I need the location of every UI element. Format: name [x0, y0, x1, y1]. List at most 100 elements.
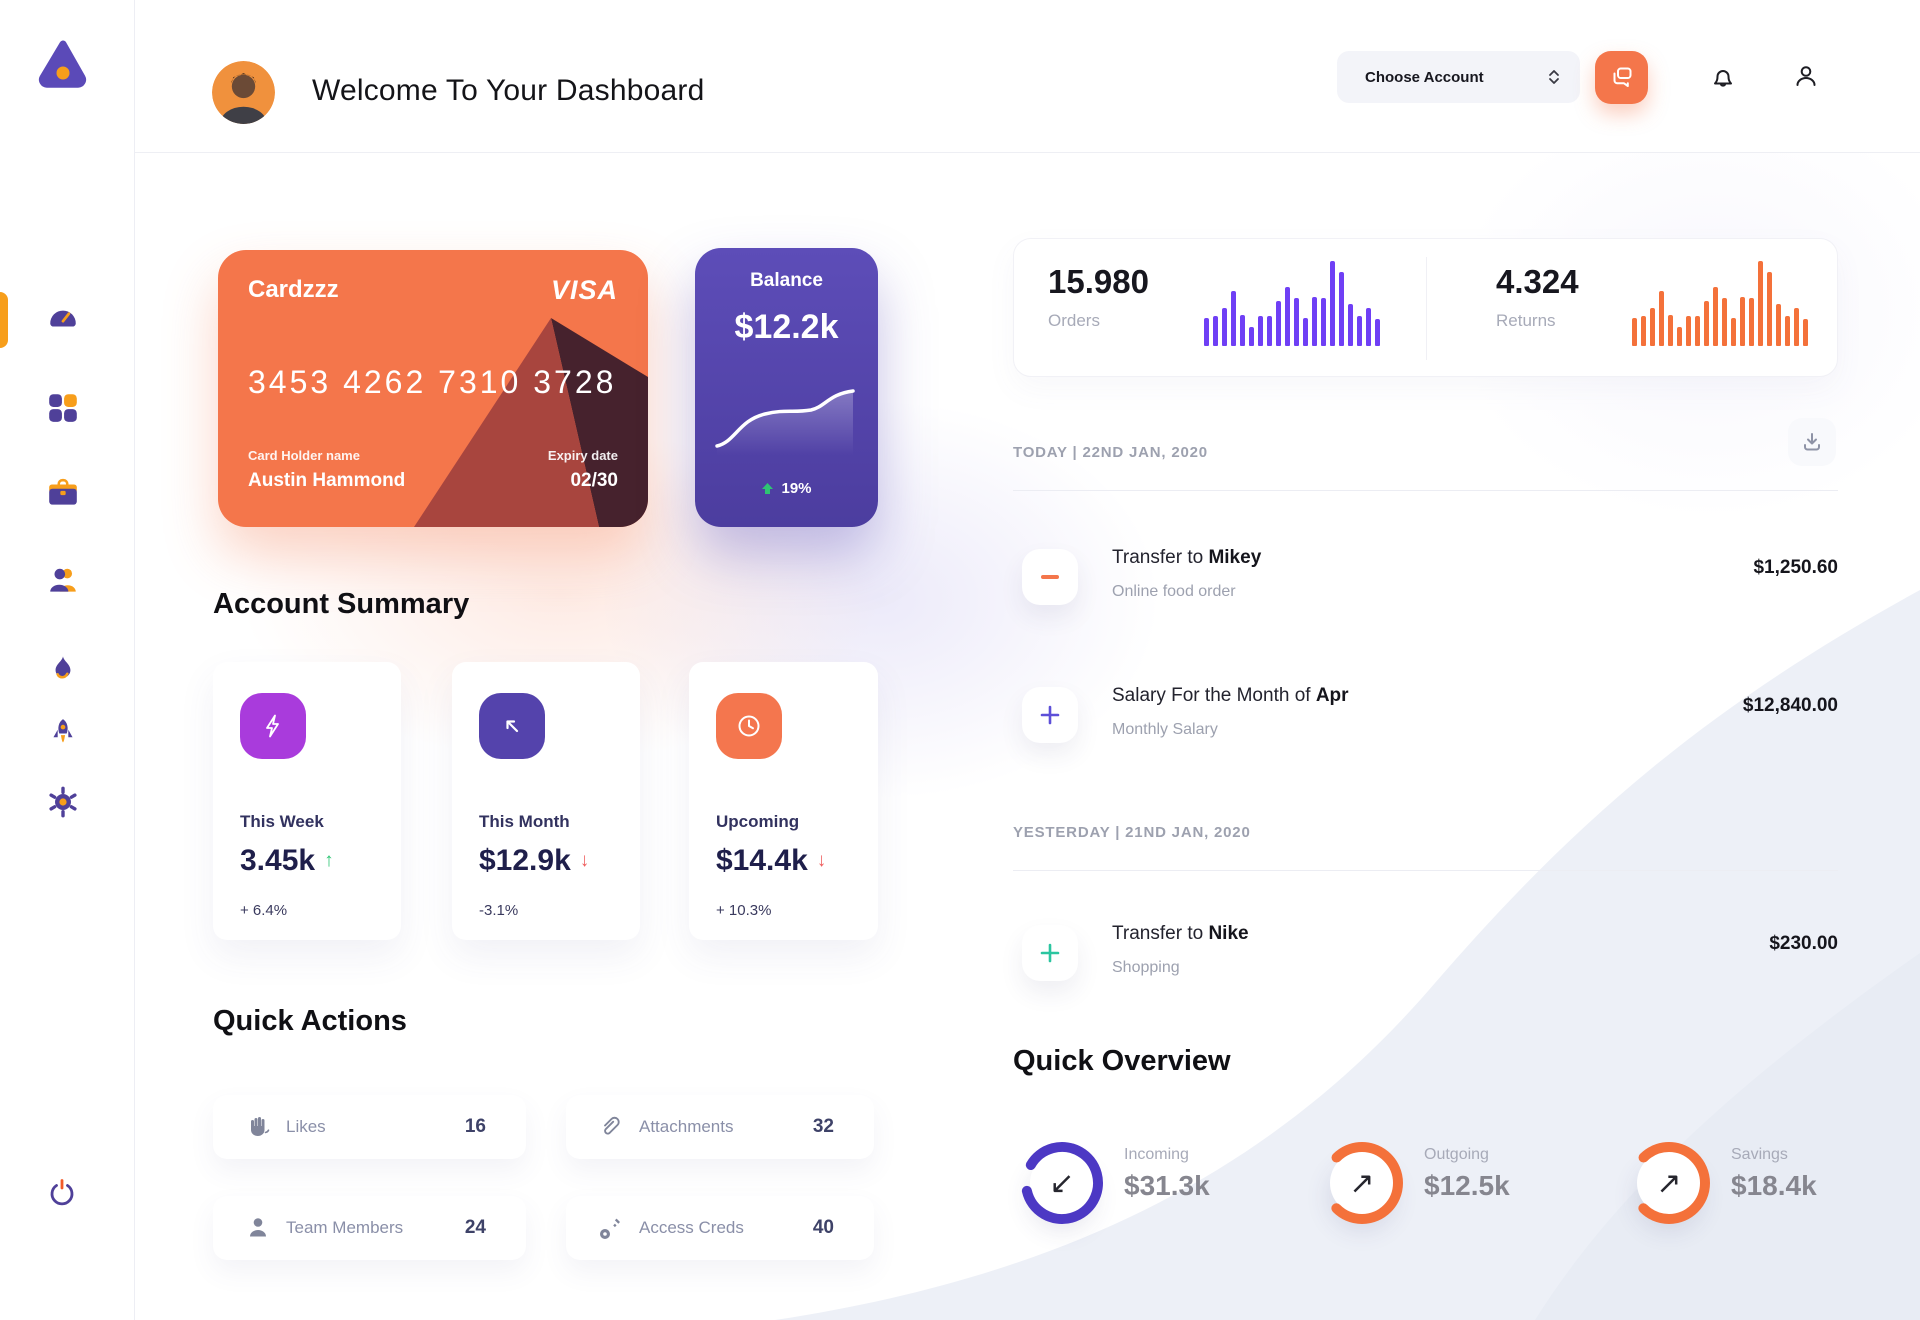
quick-action-count: 24 — [464, 1217, 486, 1238]
sidebar-item-portfolio[interactable] — [46, 477, 80, 511]
lightning-icon — [240, 693, 306, 759]
sidebar — [0, 0, 135, 1320]
balance-card: Balance $12.2k 19% — [695, 248, 878, 527]
summary-delta: -3.1% — [479, 902, 519, 919]
plus-icon — [1022, 687, 1078, 743]
credit-card: Cardzzz VISA 3453 4262 7310 3728 Card Ho… — [218, 250, 648, 527]
sidebar-item-trending[interactable] — [46, 652, 80, 686]
messages-button[interactable] — [1595, 51, 1648, 104]
quick-action-attachments[interactable]: Attachments 32 — [566, 1095, 874, 1159]
savings-gauge: ↗ — [1621, 1135, 1717, 1231]
returns-label: Returns — [1496, 311, 1556, 330]
transaction-amount: $1,250.60 — [1753, 557, 1838, 578]
account-dropdown[interactable]: Choose Account — [1337, 51, 1580, 103]
trend-down-icon: ↓ — [816, 850, 827, 871]
date-header-yesterday: YESTERDAY | 21ND JAN, 2020 — [1013, 824, 1251, 841]
transaction-subtitle: Monthly Salary — [1112, 721, 1218, 738]
download-button[interactable] — [1788, 418, 1836, 466]
returns-bar-chart — [1632, 261, 1824, 346]
incoming-gauge: ↙ — [1014, 1135, 1110, 1231]
minus-icon — [1022, 549, 1078, 605]
orders-returns-card: 15.980 Orders 4.324 Returns — [1013, 238, 1838, 377]
card-holder-name: Austin Hammond — [248, 470, 406, 491]
summary-value: $12.9k ↓ — [479, 844, 590, 877]
quick-action-count: 16 — [464, 1116, 486, 1137]
outgoing-label: Outgoing — [1424, 1146, 1489, 1163]
expiry-date: 02/30 — [570, 470, 618, 491]
summary-card-this-week: This Week 3.45k ↑ + 6.4% — [213, 662, 401, 940]
sidebar-item-dashboard[interactable] — [46, 301, 80, 335]
trend-down-icon: ↓ — [579, 850, 590, 871]
clap-icon — [251, 1117, 270, 1136]
summary-value: 3.45k ↑ — [240, 844, 334, 877]
transaction-title: Transfer to Mikey — [1112, 547, 1262, 568]
download-icon — [1804, 433, 1820, 451]
logout-button[interactable] — [44, 1176, 80, 1212]
card-number: 3453 4262 7310 3728 — [248, 364, 617, 400]
quick-action-access-creds[interactable]: Access Creds 40 — [566, 1196, 874, 1260]
users-icon — [50, 568, 76, 592]
outgoing-value: $12.5k — [1424, 1170, 1510, 1201]
arrow-up-left-icon — [479, 693, 545, 759]
summary-label: This Week — [240, 812, 324, 831]
transaction-row[interactable]: Transfer to Nike Shopping $230.00 — [1013, 923, 1838, 995]
balance-trend-chart — [715, 389, 855, 455]
rocket-icon — [53, 719, 73, 743]
summary-card-this-month: This Month $12.9k ↓ -3.1% — [452, 662, 640, 940]
sidebar-item-apps[interactable] — [46, 391, 80, 425]
bell-icon — [1714, 70, 1732, 87]
transaction-row[interactable]: Transfer to Mikey Online food order $1,2… — [1013, 547, 1838, 619]
transaction-title: Salary For the Month of Apr — [1112, 685, 1349, 706]
trend-up-icon: ↑ — [324, 850, 334, 871]
settings-gear-icon — [49, 786, 77, 818]
chevron-up-down-icon — [1549, 70, 1559, 84]
savings-label: Savings — [1731, 1146, 1788, 1163]
expiry-label: Expiry date — [547, 448, 618, 463]
quick-action-label: Team Members — [286, 1218, 404, 1237]
account-dropdown-label: Choose Account — [1365, 68, 1484, 86]
divider — [1013, 490, 1838, 491]
summary-delta: + 10.3% — [716, 902, 772, 919]
balance-amount: $12.2k — [734, 308, 839, 346]
sidebar-item-contacts[interactable] — [46, 564, 80, 598]
incoming-label: Incoming — [1124, 1146, 1189, 1163]
power-icon — [50, 1179, 74, 1206]
quick-action-label: Access Creds — [639, 1218, 744, 1237]
divider — [1426, 257, 1427, 360]
card-triangle-art — [414, 318, 648, 527]
incoming-value: $31.3k — [1124, 1170, 1210, 1201]
quick-action-team-members[interactable]: Team Members 24 — [213, 1196, 526, 1260]
sidebar-item-settings[interactable] — [46, 785, 80, 819]
transaction-subtitle: Shopping — [1112, 959, 1180, 976]
summary-label: This Month — [479, 812, 570, 831]
flame-icon — [55, 655, 71, 679]
savings-value: $18.4k — [1731, 1170, 1817, 1201]
divider — [1013, 870, 1838, 871]
orders-value: 15.980 — [1048, 263, 1149, 300]
clock-icon — [716, 693, 782, 759]
transaction-amount: $12,840.00 — [1742, 695, 1838, 716]
app-logo — [36, 36, 90, 90]
quick-actions-title: Quick Actions — [213, 1005, 407, 1037]
plus-icon — [1022, 925, 1078, 981]
summary-card-upcoming: Upcoming $14.4k ↓ + 10.3% — [689, 662, 878, 940]
summary-label: Upcoming — [716, 812, 800, 831]
transaction-title: Transfer to Nike — [1112, 923, 1249, 944]
date-header-today: TODAY | 22ND JAN, 2020 — [1013, 444, 1208, 461]
quick-action-count: 32 — [812, 1116, 834, 1137]
transaction-row[interactable]: Salary For the Month of Apr Monthly Sala… — [1013, 685, 1838, 757]
quick-action-count: 40 — [812, 1217, 834, 1238]
orders-bar-chart — [1204, 261, 1396, 346]
outgoing-gauge: ↗ — [1314, 1135, 1410, 1231]
quick-action-likes[interactable]: Likes 16 — [213, 1095, 526, 1159]
profile-button[interactable] — [1791, 62, 1821, 92]
paperclip-icon — [604, 1116, 620, 1135]
transaction-subtitle: Online food order — [1112, 583, 1236, 600]
quick-action-label: Likes — [286, 1117, 326, 1136]
user-avatar[interactable] — [212, 61, 275, 124]
sidebar-item-launch[interactable] — [46, 717, 80, 751]
user-icon — [1796, 66, 1816, 86]
notifications-button[interactable] — [1708, 62, 1738, 92]
balance-label: Balance — [750, 270, 823, 291]
